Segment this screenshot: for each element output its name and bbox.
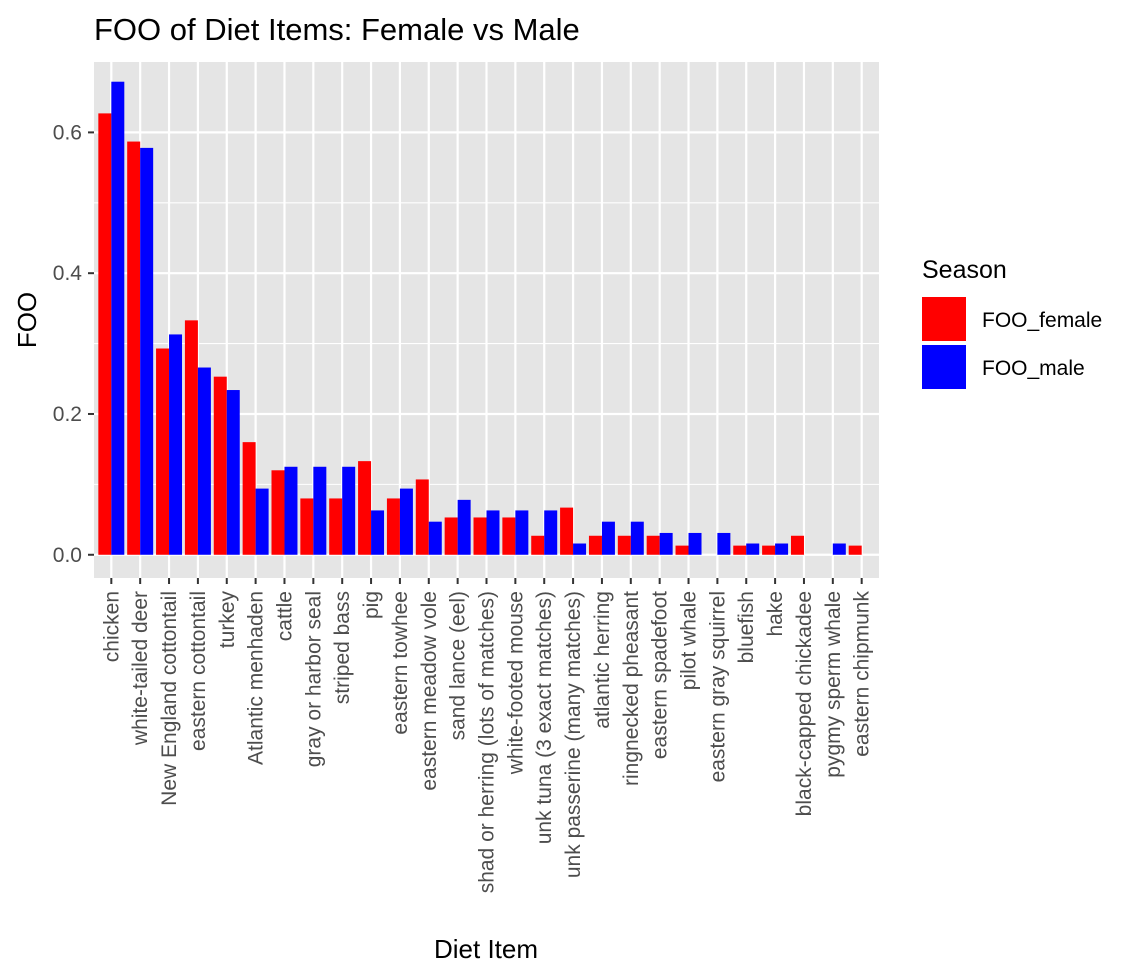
x-tick-label: unk tuna (3 exact matches) [533,591,556,844]
bar-FOO_female-23 [762,545,776,555]
x-tick-label: gray or harbor seal [302,591,325,767]
bar-FOO_female-19 [646,535,660,555]
x-tick-label: eastern cottontail [187,591,210,751]
x-tick-label: atlantic herring [591,591,614,729]
bar-FOO_female-7 [300,498,314,555]
bar-FOO_male-25 [832,543,846,555]
y-axis: 0.0 0.2 0.4 0.6 [53,121,94,567]
legend-label-FOO_female: FOO_female [982,309,1102,332]
x-tick-label: eastern towhee [389,591,412,735]
bar-FOO_female-5 [242,442,256,555]
x-tick-label: sand lance (eel) [447,591,470,740]
bar-FOO_male-10 [399,488,413,555]
x-tick-label: pilot whale [678,591,701,690]
x-tick-label: eastern chipmunk [851,591,874,757]
bar-FOO_female-20 [675,545,689,555]
bar-FOO_male-0 [111,81,125,555]
bar-FOO_male-5 [255,488,269,555]
x-tick-label: white-footed mouse [504,591,527,775]
bar-FOO_female-15 [531,535,545,555]
legend-key-FOO_male [922,345,966,389]
bar-FOO_female-18 [617,535,631,555]
bar-FOO_male-2 [169,334,183,555]
x-tick-label: eastern gray squirrel [706,591,729,782]
y-axis-label: FOO [12,292,42,348]
bar-FOO_male-17 [601,521,615,555]
x-tick-label: pygmy sperm whale [822,591,845,778]
bar-FOO_male-4 [226,390,240,555]
y-tick-label: 0.4 [53,262,83,285]
x-tick-label: hake [764,591,787,637]
x-axis-label: Diet Item [434,934,538,964]
bar-FOO_female-8 [329,498,343,555]
bar-FOO_male-23 [775,543,789,555]
y-tick-label: 0.6 [53,121,82,144]
bar-FOO_female-11 [415,479,429,555]
bar-FOO_female-22 [733,545,747,555]
bar-FOO_female-13 [473,517,487,555]
bar-FOO_male-20 [688,532,702,555]
legend: Season FOO_female FOO_male [922,256,1102,389]
x-tick-label: white-tailed deer [129,591,152,746]
bar-FOO_female-12 [444,517,458,555]
bar-FOO_male-9 [371,510,385,555]
x-tick-label: unk passerine (many matches) [562,591,585,878]
x-tick-label: black-capped chickadee [793,591,816,816]
x-tick-label: chicken [100,591,123,662]
bar-FOO_female-0 [98,113,112,555]
bar-FOO_male-6 [284,466,298,555]
bar-FOO_female-10 [386,498,400,555]
x-axis: chicken white-tailed deer New England cott… [100,578,874,893]
bar-FOO_male-13 [486,510,500,555]
x-tick-label: shad or herring (lots of matches) [476,591,499,893]
bar-FOO_male-11 [428,521,442,555]
bar-FOO_female-6 [271,470,285,555]
y-tick-label: 0.2 [53,403,82,426]
bar-FOO_male-22 [746,543,760,555]
x-tick-label: Atlantic menhaden [245,591,268,765]
bar-FOO_male-18 [630,521,644,555]
bar-FOO_female-3 [184,320,198,555]
x-tick-label: turkey [216,591,239,649]
legend-label-FOO_male: FOO_male [982,357,1085,380]
bar-FOO_male-3 [197,367,211,555]
bar-FOO_male-12 [457,499,471,555]
bars [98,81,862,555]
x-tick-label: bluefish [735,591,758,663]
x-tick-label: striped bass [331,591,354,704]
bar-FOO_female-14 [502,517,516,555]
bar-FOO_female-26 [848,545,862,555]
bar-FOO_male-14 [515,510,529,555]
bar-FOO_male-19 [659,532,673,555]
bar-FOO_male-16 [573,543,587,555]
x-tick-label: eastern meadow vole [418,591,441,791]
x-tick-label: cattle [273,591,296,641]
x-tick-label: eastern spadefoot [649,591,672,759]
bar-FOO_male-7 [313,466,327,555]
bar-FOO_female-16 [560,507,574,555]
x-tick-label: pig [360,591,383,619]
bar-FOO_male-15 [544,510,558,555]
x-tick-label: New England cottontail [158,591,181,806]
bar-FOO_female-9 [358,461,372,555]
bar-FOO_male-21 [717,532,731,555]
legend-key-FOO_female [922,297,966,341]
bar-FOO_female-1 [127,141,141,555]
chart-title: FOO of Diet Items: Female vs Male [94,12,580,47]
bar-FOO_male-8 [342,466,356,555]
bar-FOO_male-1 [140,147,154,555]
bar-FOO_female-24 [790,535,804,555]
bar-FOO_female-2 [156,348,170,555]
y-tick-label: 0.0 [53,544,82,567]
bar-FOO_female-4 [213,376,227,555]
x-tick-label: ringnecked pheasant [620,591,643,786]
bar-FOO_female-17 [588,535,602,555]
legend-title: Season [922,256,1007,284]
